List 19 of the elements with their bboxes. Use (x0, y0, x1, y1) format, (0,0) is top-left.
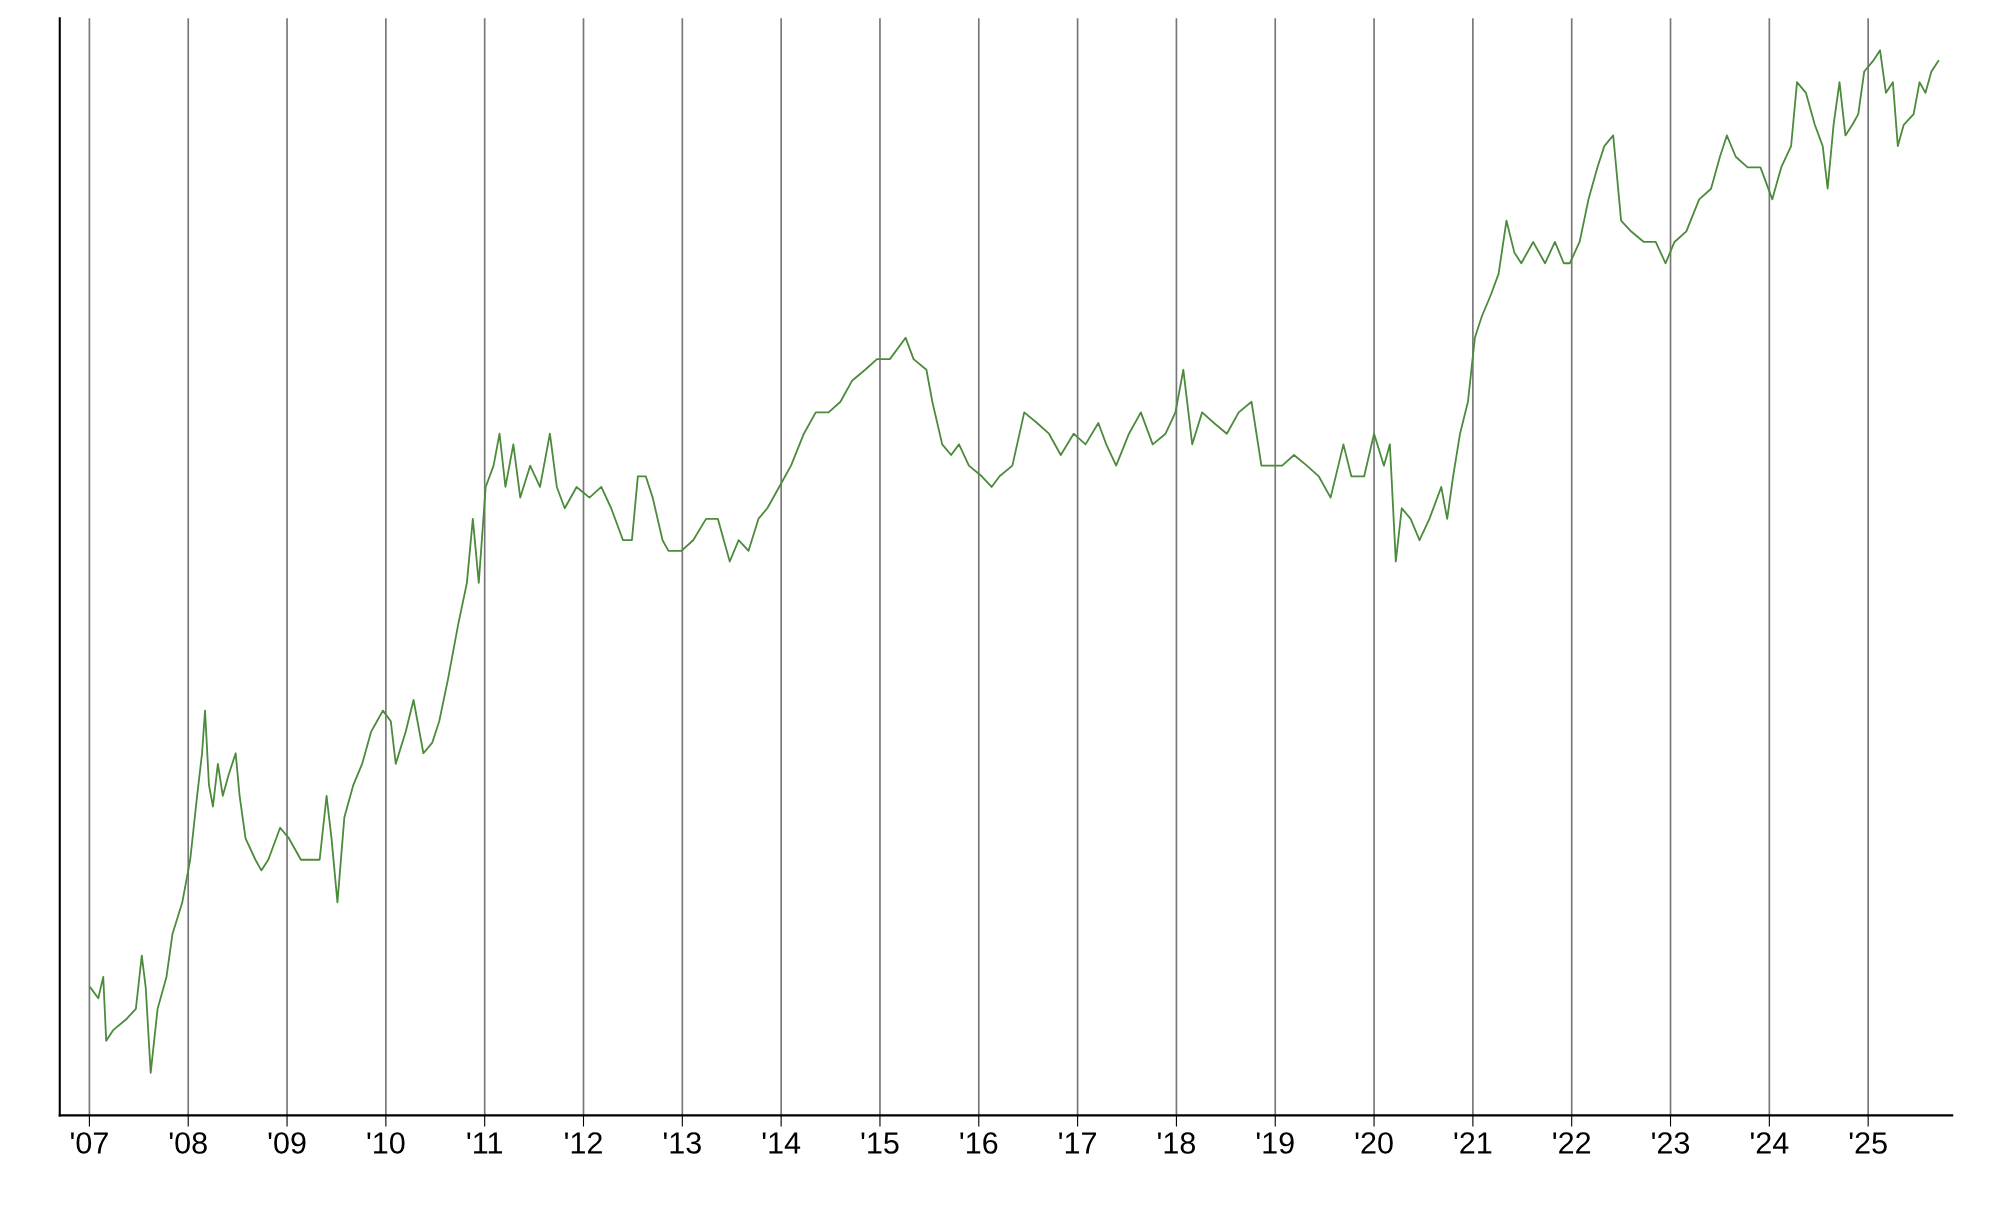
x-tick-label: '21 (1454, 1132, 1492, 1154)
x-tick-label: '23 (1652, 1132, 1690, 1154)
x-tick-label: '14 (762, 1132, 801, 1154)
x-tick-label: '19 (1256, 1132, 1294, 1154)
x-tick-label: '24 (1750, 1132, 1789, 1154)
x-tick-label: '15 (861, 1132, 899, 1154)
x-tick-label: '17 (1059, 1132, 1096, 1154)
x-tick-label: '09 (268, 1132, 306, 1154)
x-tick-label: '11 (467, 1132, 502, 1154)
x-tick-label: '25 (1849, 1132, 1887, 1154)
x-tick-label: '16 (960, 1132, 998, 1154)
x-tick-label: '22 (1553, 1132, 1591, 1154)
x-tick-label: '18 (1158, 1132, 1196, 1154)
x-tick-label: '10 (367, 1132, 405, 1154)
x-tick-label: '08 (169, 1132, 207, 1154)
x-tick-label: '12 (565, 1132, 602, 1154)
x-tick-label: '20 (1355, 1132, 1393, 1154)
x-tick-label: '13 (663, 1132, 701, 1154)
x-tick-label: '07 (71, 1132, 108, 1154)
